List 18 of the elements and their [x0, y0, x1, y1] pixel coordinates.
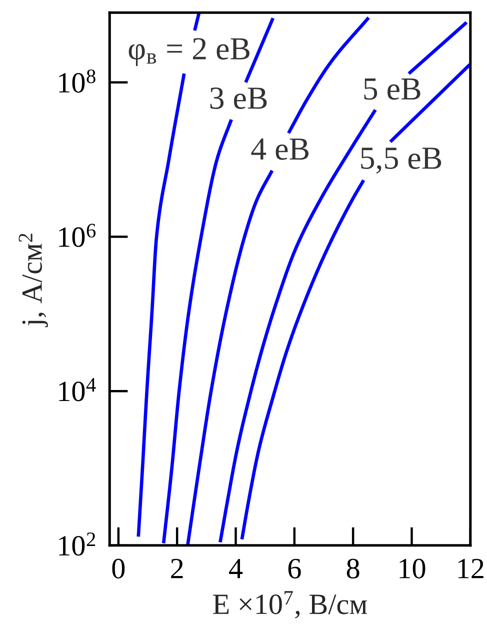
series-label: φ$_{в}$ = 2 еВ — [128, 38, 250, 66]
x-tick-label: 8 — [346, 558, 360, 578]
y-tick-label: 10$^{4}$ — [59, 378, 96, 402]
x-tick-label: 4 — [229, 558, 243, 578]
series-label: 3 еВ — [210, 87, 267, 109]
series-label: 4 еВ — [251, 138, 308, 160]
y-tick-label: 10$^{8}$ — [59, 69, 96, 93]
x-tick-label: 10 — [400, 558, 426, 578]
series-label: 5,5 еВ — [361, 148, 442, 174]
x-tick-label: 2 — [171, 558, 183, 578]
x-tick-label: 0 — [112, 558, 125, 578]
y-tick-label: 10$^{6}$ — [59, 224, 96, 247]
x-tick-label: 6 — [288, 558, 301, 578]
x-axis-title: E ×10$^{7}$, В/см — [213, 591, 367, 618]
x-tick-label: 12 — [458, 558, 484, 578]
series-label: 5 еВ — [364, 78, 420, 100]
y-tick-label: 10$^{2}$ — [59, 532, 96, 556]
y-axis-title: j, А/см$^{2}$ — [18, 234, 48, 328]
